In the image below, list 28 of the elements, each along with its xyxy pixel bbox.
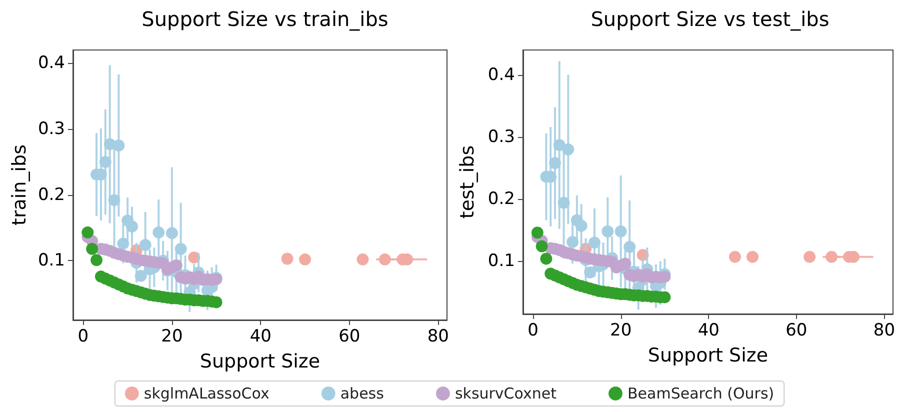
x-tick-label: 40 — [250, 326, 272, 346]
x-tick-label: 0 — [78, 326, 89, 346]
legend-label: sksurvCoxnet — [454, 384, 557, 402]
y-tick-label: 0.1 — [38, 250, 65, 271]
x-tick-label: 0 — [528, 320, 538, 340]
y-tick-label: 0.3 — [488, 126, 515, 147]
y-axis-title: test_ibs — [456, 145, 478, 219]
x-tick-label: 40 — [698, 320, 720, 340]
y-tick-label: 0.1 — [488, 251, 515, 272]
legend-label: abess — [340, 384, 384, 402]
y-tick-label: 0.4 — [38, 53, 65, 74]
chart-title: Support Size vs test_ibs — [590, 7, 830, 31]
y-tick-label: 0.2 — [488, 189, 515, 210]
legend-label: skglmALassoCox — [144, 384, 270, 402]
x-tick-label: 20 — [161, 326, 183, 346]
chart-title: Support Size vs train_ibs — [142, 7, 388, 31]
y-axis-title: train_ibs — [8, 144, 30, 226]
x-tick-label: 80 — [873, 320, 896, 340]
y-tick-label: 0.4 — [488, 64, 515, 85]
x-tick-label: 60 — [786, 320, 808, 340]
x-tick-label: 20 — [610, 320, 632, 340]
x-axis-title: Support Size — [648, 344, 768, 366]
y-tick-label: 0.3 — [38, 119, 65, 140]
x-axis-title: Support Size — [200, 350, 320, 372]
x-tick-label: 80 — [427, 326, 449, 346]
x-tick-label: 60 — [338, 326, 360, 346]
y-tick-label: 0.2 — [38, 184, 65, 205]
legend-label: BeamSearch (Ours) — [627, 384, 774, 402]
